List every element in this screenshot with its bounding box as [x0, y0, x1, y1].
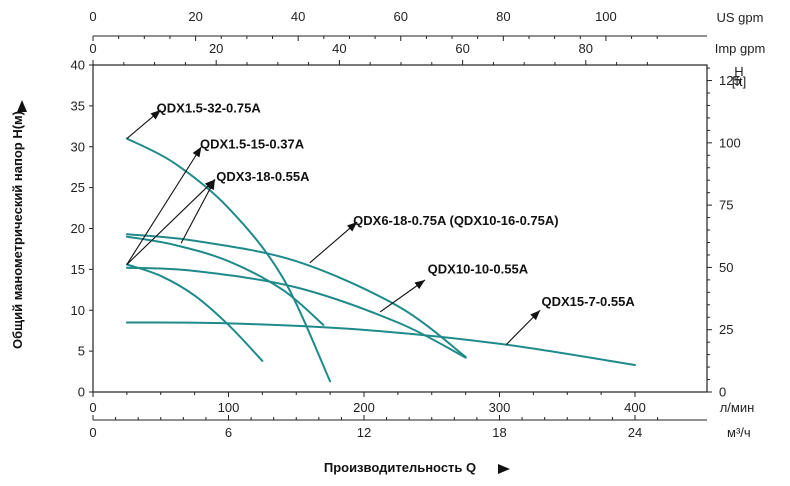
arrow-head-icon	[192, 146, 202, 158]
y-tick-label: 0	[78, 385, 85, 400]
y-tick-label: 35	[71, 98, 85, 113]
arrow-head-icon	[150, 109, 161, 120]
arrow-head-icon	[347, 221, 358, 232]
us-gpm-tick-label: 40	[291, 9, 305, 24]
y-right-unit-bottom: [ft]	[732, 74, 746, 89]
us-gpm-tick-label: 60	[394, 9, 408, 24]
curve-5	[125, 266, 467, 359]
x-m3h-tick-label: 24	[628, 425, 642, 440]
curve-3	[125, 235, 325, 326]
x-tick-label: 0	[89, 400, 96, 415]
arrow-line	[309, 221, 358, 264]
y-tick-label: 40	[71, 58, 85, 73]
curve-label-6: QDX15-7-0.55A	[542, 294, 636, 309]
curve-label-3: QDX3-18-0.55A	[216, 169, 310, 184]
imp-gpm-tick-label: 40	[332, 41, 346, 56]
imp-gpm-unit: Imp gpm	[715, 41, 766, 56]
y-tick-label: 30	[71, 139, 85, 154]
y-tick-label: 20	[71, 221, 85, 236]
curve-6	[125, 321, 636, 367]
x-unit-secondary: м³/ч	[727, 425, 751, 440]
pump-curves	[125, 137, 636, 383]
x-m3h-tick-label: 0	[89, 425, 96, 440]
x-axis-title: Производительность Q	[324, 460, 476, 475]
imp-gpm-tick-label: 0	[89, 41, 96, 56]
y-right-tick-label: 25	[719, 322, 733, 337]
arrow-line	[126, 179, 216, 265]
us-gpm-tick-label: 80	[496, 9, 510, 24]
curve-label-5: QDX10-10-0.55A	[428, 261, 529, 276]
x-tick-label: 400	[624, 400, 646, 415]
imp-gpm-tick-label: 20	[209, 41, 223, 56]
curve-label-2: QDX1.5-15-0.37A	[200, 136, 305, 151]
arrow-head-icon	[530, 310, 541, 321]
x-m3h-tick-label: 12	[357, 425, 371, 440]
y-right-tick-label: 50	[719, 260, 733, 275]
us-gpm-tick-label: 0	[89, 9, 96, 24]
imp-gpm-tick-label: 80	[579, 41, 593, 56]
arrow-line	[126, 146, 202, 265]
x-tick-label: 300	[489, 400, 511, 415]
x-tick-label: 200	[353, 400, 375, 415]
arrow-line	[180, 179, 216, 244]
us-gpm-tick-label: 100	[595, 9, 617, 24]
arrow-head-icon	[414, 280, 425, 290]
y-right-tick-label: 125	[719, 73, 741, 88]
x-m3h-tick-label: 18	[492, 425, 506, 440]
x-unit-primary: л/мин	[720, 400, 755, 415]
y-tick-label: 5	[78, 344, 85, 359]
y-tick-label: 15	[71, 262, 85, 277]
curve-1	[125, 137, 332, 383]
arrows	[126, 109, 541, 345]
imp-gpm-tick-label: 60	[455, 41, 469, 56]
y-tick-label: 10	[71, 303, 85, 318]
curve-labels: QDX1.5-32-0.75A QDX1.5-15-0.37A QDX3-18-0.…	[157, 100, 636, 309]
x-axis-title-arrow-icon	[498, 464, 510, 474]
x-tick-label: 100	[218, 400, 240, 415]
x-m3h-tick-label: 6	[225, 425, 232, 440]
plot-frame	[92, 64, 708, 393]
us-gpm-tick-label: 20	[188, 9, 202, 24]
y-right-tick-label: 100	[719, 135, 741, 150]
y-right-unit-top: H	[734, 64, 743, 79]
us-gpm-unit: US gpm	[717, 10, 764, 25]
y-axis-title: Общий манометрический напор H(м)	[10, 111, 25, 349]
y-right-tick-label: 75	[719, 198, 733, 213]
y-tick-label: 25	[71, 180, 85, 195]
curve-4	[125, 233, 467, 358]
y-axis-title-arrow-icon	[17, 100, 27, 112]
curve-label-4: QDX6-18-0.75A (QDX10-16-0.75A)	[353, 213, 558, 228]
curve-label-1: QDX1.5-32-0.75A	[157, 100, 262, 115]
curve-2	[125, 263, 264, 362]
arrow-head-icon	[206, 179, 215, 191]
y-right-tick-label: 0	[719, 385, 726, 400]
plot-area	[93, 65, 707, 392]
